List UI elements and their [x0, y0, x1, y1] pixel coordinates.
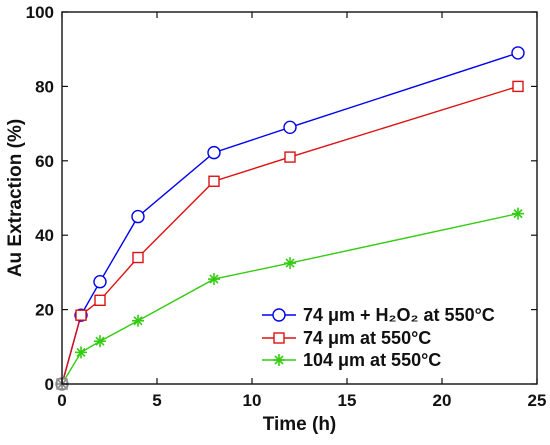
data-point-series-3-4	[208, 273, 220, 286]
x-tick-label-5: 25	[528, 391, 547, 410]
x-axis-title: Time (h)	[263, 414, 337, 435]
data-point-series-3-3	[132, 314, 144, 327]
data-point-series-2-2	[94, 294, 106, 306]
y-tick-label-5: 100	[26, 3, 54, 22]
data-point-series-2-3	[132, 251, 144, 264]
data-point-series-3-6	[512, 207, 524, 220]
data-point-series-3-2	[94, 335, 106, 348]
legend-item-series-3: 104 μm at 550°C	[262, 350, 441, 370]
legend-label-series-2: 74 μm at 550°C	[303, 328, 431, 348]
data-point-series-1-4	[207, 145, 221, 160]
data-point-series-2-6	[512, 80, 524, 93]
series-markers-3	[56, 207, 524, 390]
data-point-series-2-4	[208, 175, 220, 187]
data-point-series-2-5	[284, 151, 296, 163]
y-tick-label-4: 80	[35, 77, 54, 96]
legend-box	[254, 300, 528, 375]
y-tick-label-3: 60	[35, 152, 54, 171]
legend-item-series-2: 74 μm at 550°C	[262, 328, 431, 348]
legend-label-series-3: 104 μm at 550°C	[303, 350, 441, 370]
y-tick-label-2: 40	[35, 226, 54, 245]
data-point-series-1-5	[283, 120, 297, 135]
data-point-series-3-1	[75, 346, 87, 359]
data-layer	[55, 46, 525, 391]
x-tick-label-4: 20	[433, 391, 452, 410]
x-tick-label-3: 15	[338, 391, 357, 410]
data-point-series-2-1	[75, 309, 87, 321]
y-axis: 0 20 40 60 80 100	[26, 3, 537, 394]
data-point-series-1-6	[511, 46, 525, 60]
x-axis: 0 5 10 15 20 25	[57, 12, 546, 410]
legend-marker-series-2	[273, 332, 285, 344]
data-point-series-1-3	[131, 209, 145, 224]
data-point-series-1-2	[93, 275, 107, 289]
legend-marker-series-1	[272, 308, 286, 322]
legend: 74 μm + H₂O₂ at 550°C 74 μm at 550°C 104…	[254, 300, 528, 375]
y-tick-label-1: 20	[35, 301, 54, 320]
y-tick-label-0: 0	[45, 375, 54, 394]
y-axis-title: Au Extraction (%)	[5, 119, 26, 277]
legend-label-series-1: 74 μm + H₂O₂ at 550°C	[303, 305, 495, 325]
legend-item-series-1: 74 μm + H₂O₂ at 550°C	[262, 305, 495, 325]
legend-marker-series-3	[273, 354, 285, 366]
x-tick-label-2: 10	[243, 391, 262, 410]
x-tick-label-0: 0	[57, 391, 66, 410]
plot-frame	[61, 11, 538, 385]
x-tick-label-1: 5	[152, 391, 161, 410]
data-point-series-3-5	[284, 257, 296, 270]
